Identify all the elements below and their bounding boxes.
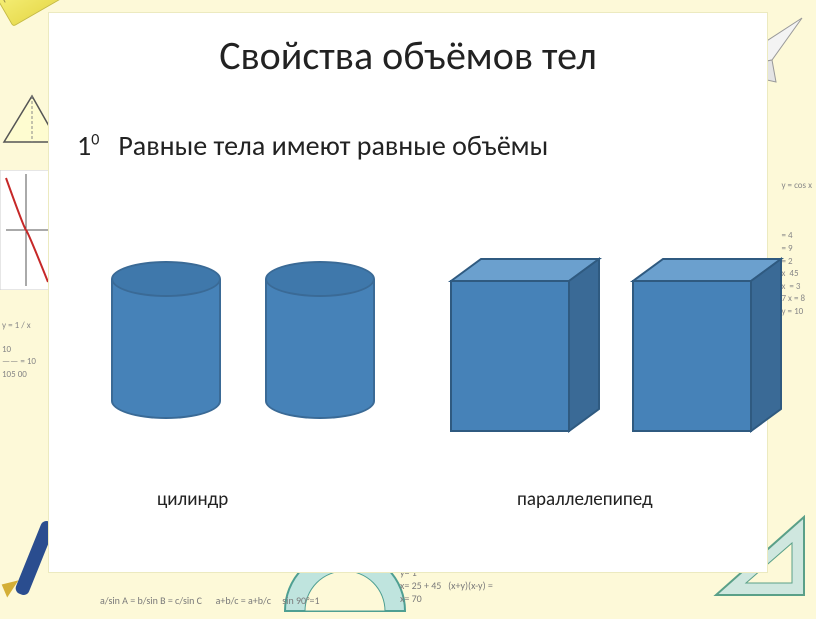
cuboid-svg — [629, 251, 789, 441]
cylinder-top-ellipse — [265, 261, 375, 297]
graph-deco-left — [0, 170, 52, 290]
cylinder-2 — [265, 261, 375, 433]
formula-deco-left: y = 1 / x10—— = 10105 00 — [2, 320, 36, 381]
slide-title: Свойства объёмов тел — [49, 31, 767, 80]
slide-content: Свойства объёмов тел 10 Равные тела имею… — [48, 12, 768, 573]
cylinder-body — [265, 279, 375, 419]
property-text: Равные тела имеют равные объёмы — [118, 128, 548, 163]
cuboid-2 — [629, 251, 789, 446]
property-superscript: 0 — [91, 131, 99, 150]
cylinder-top-ellipse — [111, 261, 221, 297]
property-line: 10 Равные тела имеют равные объёмы — [77, 128, 767, 163]
cylinder-body — [111, 279, 221, 419]
caption-cylinder: цилиндр — [157, 488, 228, 511]
cuboid-1 — [447, 251, 607, 446]
formula-deco-bottom: a/sin A = b/sin B = c/sin C a+b/c = a+b/… — [100, 594, 320, 607]
cylinder-1 — [111, 261, 221, 433]
property-number: 1 — [77, 128, 91, 163]
shapes-row — [49, 261, 767, 481]
caption-cuboid: параллелепипед — [517, 488, 653, 511]
cuboid-svg — [447, 251, 607, 441]
